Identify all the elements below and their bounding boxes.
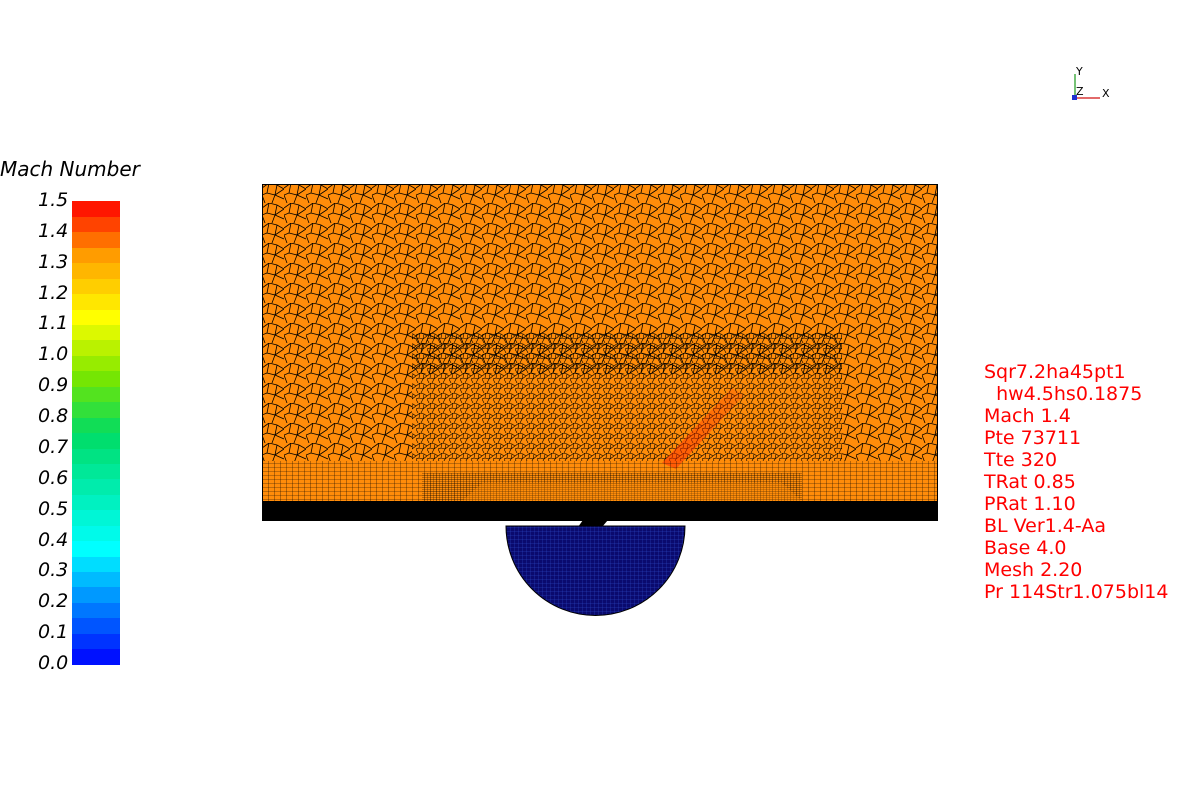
colorbar-segment — [72, 309, 120, 326]
colorbar-tick-label: 0.6 — [38, 466, 69, 489]
colorbar-tick-label: 1.0 — [38, 343, 69, 366]
colorbar-segment — [72, 540, 120, 557]
plenum-outline — [505, 525, 686, 616]
x-axis-label: X — [1102, 87, 1110, 100]
colorbar-segment — [72, 432, 120, 449]
colorbar-tick-label: 0.4 — [38, 528, 69, 551]
plenum-mesh — [506, 526, 685, 616]
colorbar-tick-label: 1.1 — [38, 312, 69, 335]
colorbar-segment — [72, 231, 120, 248]
colorbar-segment — [72, 339, 120, 356]
boundary-layer-mesh-fine — [422, 473, 802, 501]
info-line: Mesh 2.20 — [984, 559, 1083, 581]
colorbar-segment — [72, 571, 120, 588]
info-line: Sqr7.2ha45pt1 — [984, 361, 1126, 383]
y-axis-label: Y — [1075, 65, 1083, 78]
colorbar-tick-label: 1.4 — [38, 219, 69, 242]
info-line: BL Ver1.4-Aa — [984, 515, 1106, 537]
polyhedral-mesh-side-right — [842, 374, 938, 461]
colorbar-segment — [72, 401, 120, 418]
info-line: Base 4.0 — [984, 537, 1067, 559]
axis-triad: Y Z X — [1072, 65, 1110, 100]
colorbar-segment — [72, 602, 120, 619]
colorbar-tick-label: 0.2 — [38, 590, 69, 613]
colorbar-segment — [72, 478, 120, 495]
legend-title: Mach Number — [0, 157, 140, 181]
info-line: hw4.5hs0.1875 — [984, 383, 1143, 405]
colorbar-segment — [72, 509, 120, 526]
colorbar-segment — [72, 633, 120, 650]
info-line: Pte 73711 — [984, 427, 1082, 449]
boundary-layer-trim — [462, 483, 802, 501]
z-axis-marker — [1072, 95, 1077, 100]
colorbar-segment — [72, 386, 120, 403]
info-line: PRat 1.10 — [984, 493, 1076, 515]
colorbar-tick-label: 1.3 — [38, 250, 69, 273]
polyhedral-mesh-side — [262, 374, 412, 461]
colorbar-tick-label: 0.9 — [38, 374, 69, 397]
plenum — [505, 513, 686, 616]
colorbar-segment — [72, 324, 120, 341]
colorbar-segment — [72, 648, 120, 665]
colorbar-tick-label: 0.5 — [38, 497, 69, 520]
colorbar-segment — [72, 525, 120, 542]
colorbar-tick-label: 0.1 — [38, 621, 69, 644]
oblique-shock — [662, 388, 744, 469]
flow-domain — [262, 184, 938, 521]
info-line: Pr 114Str1.075bl14 — [984, 581, 1169, 603]
z-axis-label: Z — [1076, 85, 1084, 98]
colorbar-tick-label: 0.0 — [38, 652, 69, 674]
simulation-info: Sqr7.2ha45pt1 hw4.5hs0.1875 Mach 1.4 Pte 7… — [984, 361, 1168, 603]
mach-colorbar — [72, 201, 120, 665]
colorbar-tick-label: 1.5 — [38, 189, 69, 211]
injection-hole — [578, 513, 614, 527]
wall-band — [262, 501, 938, 521]
colorbar-segment — [72, 278, 120, 295]
colorbar-segment — [72, 447, 120, 464]
colorbar-segment — [72, 216, 120, 233]
colorbar-tick-label: 1.2 — [38, 281, 69, 304]
colorbar-segment — [72, 494, 120, 511]
colorbar-segment — [72, 586, 120, 603]
colorbar-segment — [72, 355, 120, 372]
info-line: Mach 1.4 — [984, 405, 1071, 427]
mesh-viewport[interactable] — [262, 183, 939, 618]
polyhedral-mesh-fine — [412, 333, 842, 461]
colorbar-tick-label: 0.8 — [38, 405, 69, 428]
colorbar-segment — [72, 417, 120, 434]
colorbar-segment — [72, 370, 120, 387]
colorbar-segment — [72, 617, 120, 634]
colorbar-segment — [72, 555, 120, 572]
colorbar-tick-label: 0.7 — [38, 435, 69, 458]
colorbar-segment — [72, 201, 120, 218]
info-line: TRat 0.85 — [984, 471, 1076, 493]
colorbar-segment — [72, 262, 120, 279]
info-line: Tte 320 — [984, 449, 1058, 471]
colorbar-segment — [72, 293, 120, 310]
colorbar-segment — [72, 463, 120, 480]
colorbar-segment — [72, 247, 120, 264]
colorbar-tick-label: 0.3 — [38, 559, 69, 582]
